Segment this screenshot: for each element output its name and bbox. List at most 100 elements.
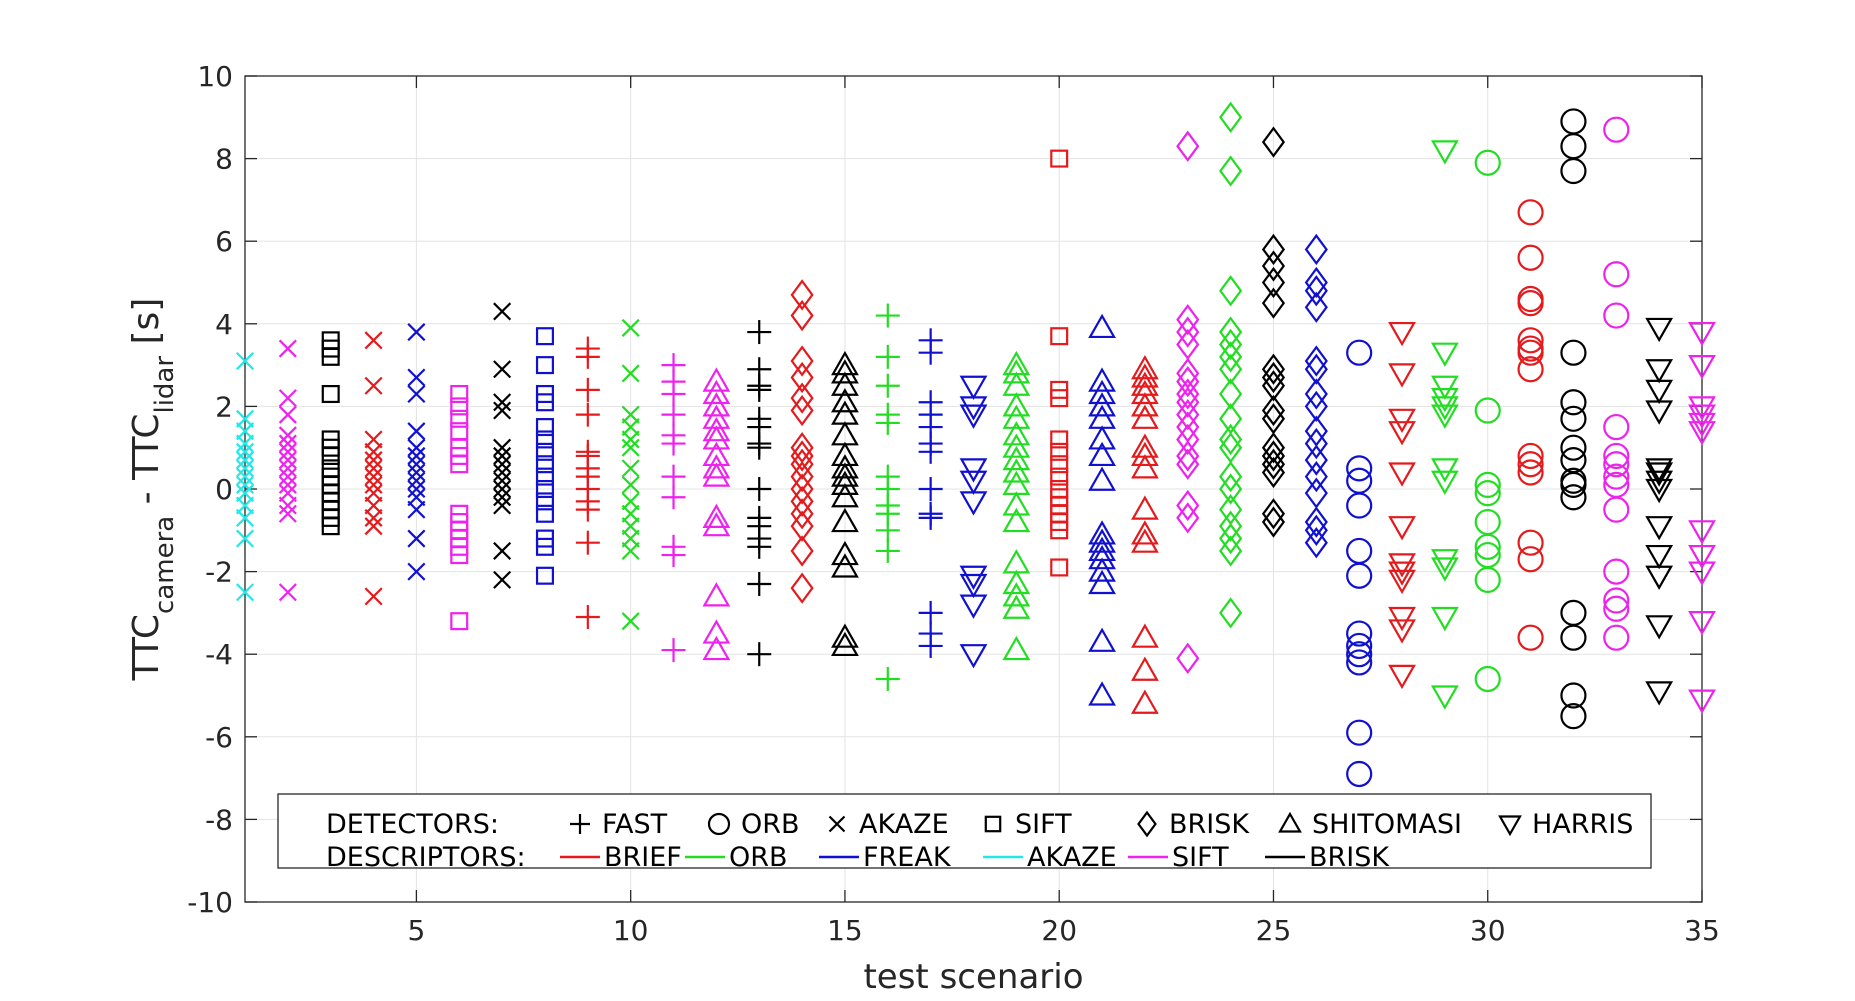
data-point-brisk-orb [1219, 597, 1243, 629]
x-tick-label: 5 [407, 914, 425, 947]
data-point-akaze-sift [278, 434, 297, 453]
x-marker-b [621, 475, 640, 494]
data-point-orb-orb [1474, 471, 1501, 498]
circle-marker [1517, 459, 1544, 486]
x-marker-b [364, 475, 383, 494]
data-point-shitomasi-freak [1088, 392, 1116, 417]
square-marker [1050, 455, 1069, 474]
triangle-down-marker [1430, 375, 1459, 400]
circle-marker [1346, 492, 1373, 519]
data-point-fast-brief [575, 377, 600, 402]
data-point-akaze-orb [621, 430, 640, 449]
diamond-marker [790, 498, 814, 530]
triangle-down-marker [1688, 421, 1716, 446]
x-marker-b [493, 479, 512, 499]
data-point-akaze-brief [364, 459, 383, 478]
diamond-marker [1304, 353, 1328, 385]
data-point-shitomasi-sift [702, 635, 731, 661]
data-point-akaze-brisk [493, 496, 512, 515]
data-point-sift-brisk [321, 446, 340, 465]
triangle-down-marker [1430, 458, 1459, 483]
diamond-marker [1219, 353, 1243, 385]
triangle-down-marker [1688, 561, 1716, 586]
data-point-shitomasi-brief [1131, 520, 1159, 545]
x-marker-b [364, 517, 383, 536]
circle-marker [1346, 719, 1373, 746]
data-point-shitomasi-brief [1131, 404, 1159, 429]
data-point-shitomasi-brisk [831, 470, 859, 495]
data-point-shitomasi-sift [702, 619, 731, 644]
circle-marker [1474, 480, 1501, 507]
y-tick-label: -6 [205, 721, 233, 754]
triangle-up-marker [831, 623, 859, 648]
x-marker-b [493, 360, 512, 379]
data-point-akaze-orb [621, 438, 640, 457]
data-point-akaze-brisk [493, 446, 512, 465]
triangle-up-marker [1002, 458, 1031, 483]
data-point-brisk-brief [790, 535, 814, 567]
data-point-brisk-brief [790, 382, 814, 414]
diamond-marker [1176, 386, 1200, 418]
data-point-akaze-freak [407, 446, 426, 465]
x-marker-b [493, 446, 512, 465]
x-marker-b [493, 463, 512, 482]
data-point-sift-brief [1050, 455, 1069, 474]
data-point-brisk-freak [1304, 275, 1328, 307]
data-point-sift-freak [535, 418, 554, 437]
legend-detector-brisk: BRISK [1169, 809, 1250, 840]
triangle-down-marker [1388, 561, 1416, 586]
data-point-akaze-brisk [493, 479, 512, 499]
triangle-up-marker [1131, 689, 1159, 714]
data-point-akaze-freak [407, 463, 426, 482]
data-point-orb-brief [1517, 529, 1544, 556]
data-point-akaze-sift [278, 442, 297, 461]
circle-marker [1346, 620, 1373, 647]
x-marker-b [278, 434, 297, 453]
data-point-sift-brisk [321, 384, 340, 404]
data-point-sift-brief [1050, 327, 1069, 346]
y-tick-label: 10 [197, 60, 233, 93]
data-point-akaze-sift [278, 504, 297, 523]
diamond-marker [790, 345, 814, 377]
data-point-brisk-brief [790, 361, 814, 394]
triangle-down-marker [959, 644, 988, 669]
y-tick-label: 2 [215, 390, 233, 423]
data-point-orb-freak [1346, 719, 1373, 746]
data-point-brisk-orb [1219, 473, 1243, 505]
data-point-brisk-orb [1219, 275, 1243, 307]
diamond-marker [1261, 233, 1286, 266]
data-point-akaze-brief [364, 517, 383, 536]
data-point-brisk-brisk [1261, 456, 1286, 489]
diamond-marker [1219, 423, 1243, 456]
data-point-shitomasi-orb [1002, 491, 1031, 516]
data-point-akaze-orb [621, 318, 640, 337]
data-point-brisk-sift [1176, 642, 1200, 674]
square-marker [450, 397, 469, 416]
data-point-fast-freak [918, 477, 943, 501]
square-marker [450, 546, 469, 565]
square-marker [1050, 558, 1069, 577]
legend-detector-akaze: AKAZE [859, 809, 949, 840]
circle-marker [1603, 595, 1630, 622]
data-point-shitomasi-freak [1088, 681, 1116, 706]
data-point-shitomasi-freak [1088, 313, 1116, 339]
circle-marker [1560, 703, 1587, 730]
diamond-marker [1304, 427, 1328, 460]
data-point-harris-brisk [1645, 565, 1674, 590]
diamond-marker [1261, 394, 1286, 427]
legend-detector-shitomasi: SHITOMASI [1312, 809, 1462, 840]
circle-marker [1517, 244, 1544, 271]
data-point-akaze-brisk [493, 393, 512, 412]
data-point-shitomasi-orb [1002, 458, 1031, 483]
data-point-harris-freak [959, 470, 988, 495]
data-point-akaze-freak [407, 471, 426, 490]
x-axis-label: test scenario [863, 957, 1083, 997]
x-marker-b [493, 471, 512, 490]
data-point-akaze-sift [278, 583, 297, 602]
triangle-up-marker [702, 462, 731, 487]
data-point-brisk-brisk [1261, 448, 1286, 480]
data-point-brisk-freak [1304, 444, 1328, 476]
data-point-akaze-brief [364, 442, 383, 461]
data-point-shitomasi-brief [1131, 623, 1159, 648]
triangle-up-marker [702, 503, 731, 529]
